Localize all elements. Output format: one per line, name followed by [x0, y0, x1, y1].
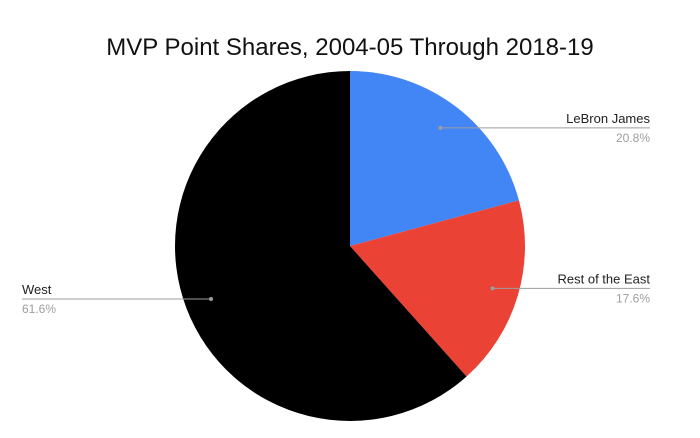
pie-slices: [174, 71, 525, 421]
pie-slice-west: [174, 71, 467, 421]
pie-slice-rest-of-the-east: [350, 200, 525, 377]
slice-value-rest-of-the-east: 17.6%: [616, 291, 650, 305]
callout-dot-lebron-james: [438, 125, 443, 130]
pie-slice-lebron-james: [350, 71, 519, 246]
slice-label-rest-of-the-east: Rest of the East: [558, 271, 651, 286]
slice-label-west: West: [22, 282, 52, 297]
callout-dot-rest-of-the-east: [490, 286, 495, 291]
slice-callouts: LeBron James 20.8% Rest of the East 17.6% We…: [22, 111, 650, 316]
slice-value-west: 61.6%: [22, 302, 56, 316]
callout-dot-west: [209, 297, 213, 301]
slice-label-lebron-james: LeBron James: [566, 111, 650, 126]
chart-title: MVP Point Shares, 2004-05 Through 2018-1…: [106, 34, 593, 61]
slice-value-lebron-james: 20.8%: [616, 131, 650, 145]
